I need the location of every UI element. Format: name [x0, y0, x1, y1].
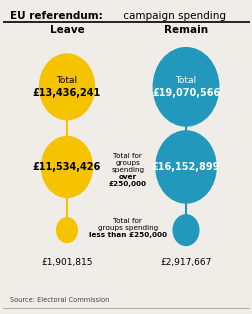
Circle shape — [56, 218, 77, 242]
Circle shape — [41, 137, 92, 198]
Circle shape — [39, 54, 94, 120]
Text: £13,436,241: £13,436,241 — [33, 88, 101, 98]
Text: Remain: Remain — [163, 25, 207, 35]
Text: Total for: Total for — [113, 218, 142, 224]
Text: Total for: Total for — [113, 153, 142, 159]
Text: spending: spending — [111, 167, 144, 173]
Text: Total: Total — [175, 76, 196, 85]
Text: £250,000: £250,000 — [108, 181, 146, 187]
Text: campaign spending: campaign spending — [119, 11, 225, 21]
Text: less than £250,000: less than £250,000 — [88, 232, 166, 238]
Text: £19,070,566: £19,070,566 — [151, 88, 219, 98]
Text: groups: groups — [115, 160, 140, 166]
Text: £2,917,667: £2,917,667 — [160, 258, 211, 267]
Circle shape — [173, 215, 198, 246]
Text: EU referendum:: EU referendum: — [10, 11, 103, 21]
Text: £11,534,426: £11,534,426 — [33, 162, 101, 172]
Text: groups spending: groups spending — [97, 225, 157, 231]
Circle shape — [153, 48, 218, 126]
Text: Source: Electoral Commission: Source: Electoral Commission — [10, 297, 109, 303]
Text: Leave: Leave — [49, 25, 84, 35]
Text: £1,901,815: £1,901,815 — [41, 258, 92, 267]
Text: Total: Total — [56, 76, 77, 85]
Text: £16,152,899: £16,152,899 — [151, 162, 219, 172]
Circle shape — [155, 131, 215, 203]
Text: over: over — [118, 174, 136, 180]
